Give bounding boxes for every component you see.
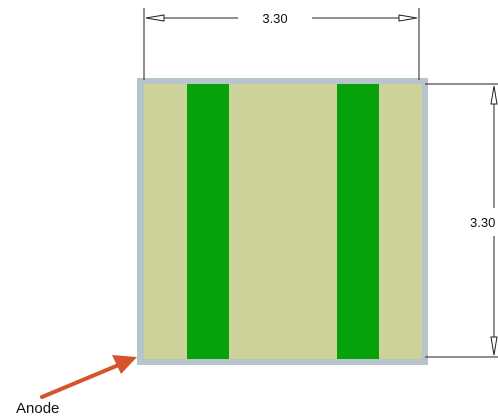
left-contact-stripe [187, 84, 229, 359]
anode-callout-label: Anode [16, 400, 59, 417]
right-contact-stripe [337, 84, 379, 359]
height-dimension-label: 3.30 [470, 215, 495, 230]
substrate [144, 84, 422, 359]
component-body [137, 78, 428, 365]
height-arrowhead-bottom [490, 336, 498, 356]
anode-arrow-shaft [40, 362, 123, 399]
width-arrowhead-left [145, 14, 165, 22]
width-dimension [143, 8, 420, 80]
height-dimension [425, 83, 498, 358]
width-dimension-label: 3.30 [262, 11, 287, 26]
anode-arrowhead [112, 355, 137, 374]
anode-callout-arrow [40, 355, 137, 399]
width-arrowhead-right [398, 14, 418, 22]
height-arrowhead-top [490, 85, 498, 105]
